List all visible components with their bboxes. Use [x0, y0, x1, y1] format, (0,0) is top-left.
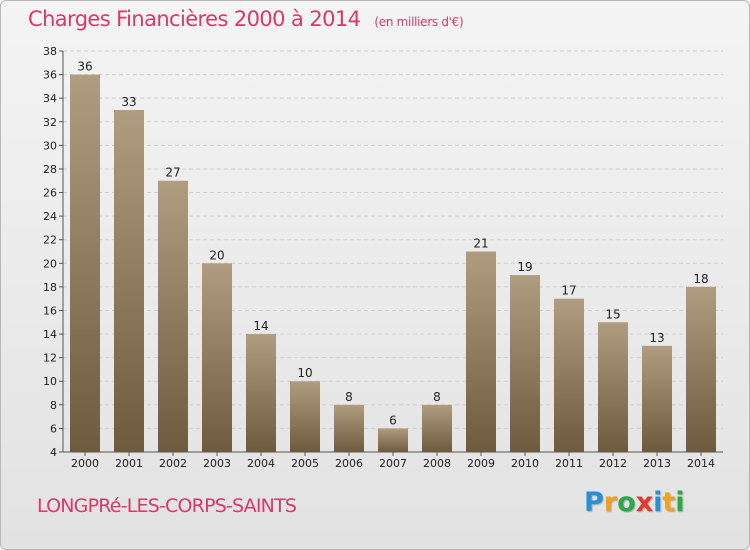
y-tick-label: 14: [43, 328, 57, 341]
bar: [510, 275, 540, 452]
y-tick-label: 32: [43, 116, 57, 129]
bar: [114, 109, 144, 453]
x-tick-label: 2001: [115, 457, 143, 470]
bar: [334, 404, 364, 452]
logo-letter: i: [675, 487, 685, 518]
bar: [422, 404, 452, 452]
logo-letter: P: [584, 487, 604, 518]
location-name: LONGPRé-LES-CORPS-SAINTS: [37, 495, 297, 517]
bar: [642, 345, 672, 452]
y-tick-label: 16: [43, 304, 57, 317]
bar-value-label: 17: [561, 284, 576, 298]
y-tick-label: 8: [50, 399, 57, 412]
x-tick-label: 2006: [335, 457, 363, 470]
y-tick-label: 26: [43, 187, 57, 200]
x-tick-label: 2014: [687, 457, 715, 470]
y-tick-label: 28: [43, 163, 57, 176]
proxiti-logo: Proxiti: [584, 487, 685, 518]
bar-value-label: 8: [433, 390, 441, 404]
y-tick-label: 20: [43, 257, 57, 270]
x-tick-label: 2009: [467, 457, 495, 470]
y-tick-label: 36: [43, 69, 57, 82]
y-tick-label: 4: [50, 446, 57, 459]
bar: [70, 74, 100, 453]
x-tick-label: 2004: [247, 457, 275, 470]
chart-title-text: Charges Financières 2000 à 2014: [28, 7, 361, 31]
logo-letter: t: [662, 487, 676, 518]
logo-letter: x: [635, 487, 654, 518]
x-tick-label: 2008: [423, 457, 451, 470]
x-tick-label: 2002: [159, 457, 187, 470]
bar-value-label: 13: [649, 331, 664, 345]
y-tick-labels: 4 6 8 10 12 14 16 18 20 22 24 26 28 30 32 34 36 38: [43, 45, 57, 459]
y-tick-label: 30: [43, 139, 57, 152]
bar-value-label: 18: [693, 272, 708, 286]
bar-value-label: 10: [297, 366, 312, 380]
bar: [202, 263, 232, 452]
bar: [598, 322, 628, 452]
bar: [378, 428, 408, 452]
x-tick-label: 2007: [379, 457, 407, 470]
bars: [70, 74, 716, 453]
bar: [466, 251, 496, 452]
bar: [246, 334, 276, 452]
bar-value-label: 19: [517, 260, 532, 274]
bar-value-label: 14: [253, 319, 268, 333]
x-tick-label: 2013: [643, 457, 671, 470]
y-tick-label: 24: [43, 210, 57, 223]
bar-value-label: 15: [605, 307, 620, 321]
y-tick-label: 10: [43, 375, 57, 388]
bar: [686, 286, 716, 452]
y-tick-label: 12: [43, 352, 57, 365]
x-tick-label: 2000: [71, 457, 99, 470]
x-tick-label: 2011: [555, 457, 583, 470]
logo-letter: r: [603, 487, 618, 518]
bar-value-label: 21: [473, 237, 488, 251]
x-tick-label: 2012: [599, 457, 627, 470]
x-tick-label: 2010: [511, 457, 539, 470]
bar-value-label: 36: [77, 60, 92, 74]
y-tick-label: 6: [50, 422, 57, 435]
x-tick-label: 2005: [291, 457, 319, 470]
x-tick-label: 2003: [203, 457, 231, 470]
logo-letter: o: [617, 487, 636, 518]
logo-letter: i: [653, 487, 663, 518]
bar-value-label: 27: [165, 166, 180, 180]
chart-unit-note: (en milliers d'€): [374, 15, 464, 29]
y-tick-label: 18: [43, 281, 57, 294]
bar: [158, 180, 188, 452]
bar: [290, 381, 320, 452]
bar-value-label: 33: [121, 95, 136, 109]
bar-value-label: 6: [389, 413, 397, 427]
y-tick-label: 38: [43, 45, 57, 58]
value-labels: 36 33 27 20 14 10 8 6 8 21 19 17 15 13 18: [77, 60, 708, 428]
x-tick-labels: 2000 2001 2002 2003 2004 2005 2006 2007 2008 2009…: [71, 452, 715, 470]
bar-value-label: 8: [345, 390, 353, 404]
bar-value-label: 20: [209, 248, 224, 262]
chart-title: Charges Financières 2000 à 2014 (en milli…: [28, 7, 464, 31]
y-tick-label: 22: [43, 234, 57, 247]
y-tick-label: 34: [43, 92, 57, 105]
bar: [554, 298, 584, 452]
